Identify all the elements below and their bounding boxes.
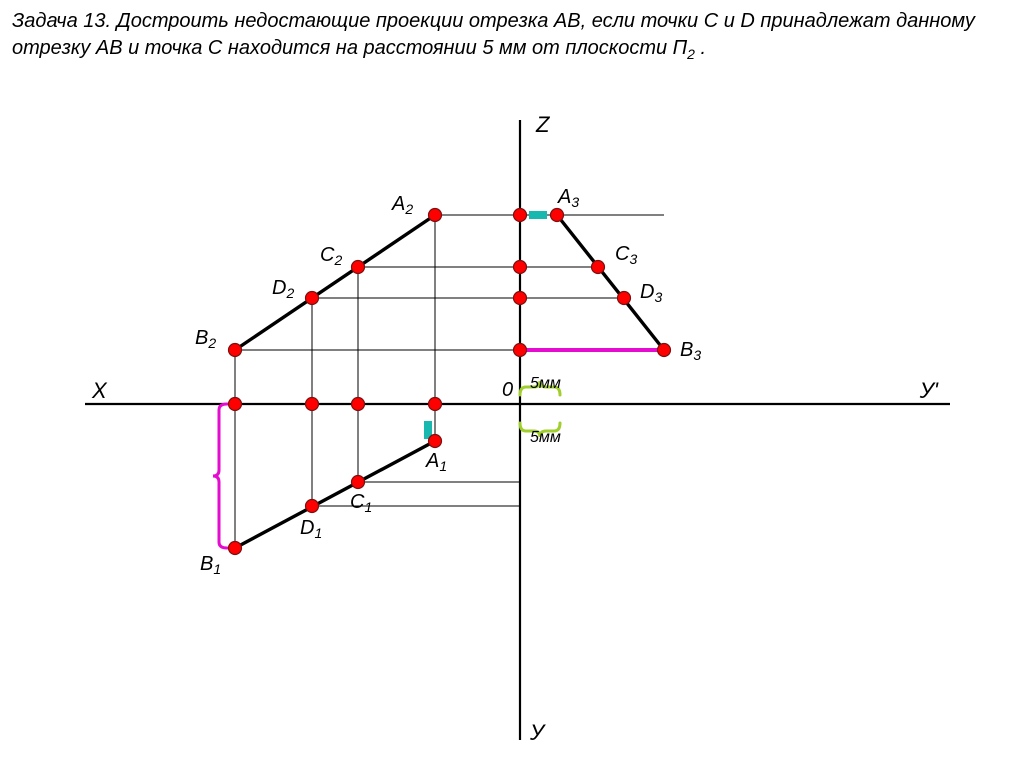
point-D2 [306,292,319,305]
point-A1 [429,435,442,448]
label-C3: C3 [615,243,637,267]
yprime-label: У' [919,378,939,403]
dim-5mm-bottom: 5мм [530,429,561,446]
point-xD2h [514,292,527,305]
point-axC2 [352,398,365,411]
label-A3: A3 [557,186,579,210]
point-axB2 [229,398,242,411]
label-C1: C1 [350,491,372,515]
point-B3 [658,344,671,357]
label-B3: B3 [680,339,701,363]
segment-ab [235,441,435,548]
point-D1 [306,500,319,513]
teal-marker [529,211,547,219]
point-A3 [551,209,564,222]
point-axD2 [306,398,319,411]
point-B2 [229,344,242,357]
label-C2: C2 [320,244,342,268]
point-A2 [429,209,442,222]
point-C3 [592,261,605,274]
point-axA2 [429,398,442,411]
label-D2: D2 [272,277,294,301]
x-label: X [91,378,108,403]
point-xC2h [514,261,527,274]
z-label: Z [535,112,551,137]
magenta-brace [213,404,227,548]
diagram-canvas: 5мм 5мм A2 C2 D2 B2 A1 C1 D1 B1 A3 C3D3 B3 0 Z У X У' [0,0,1024,767]
label-A1: A1 [425,450,447,474]
dim-5mm-top: 5мм [530,375,561,392]
point-D3 [618,292,631,305]
point-C1 [352,476,365,489]
point-B1 [229,542,242,555]
point-xA2h [514,209,527,222]
label-B2: B2 [195,327,216,351]
segment-ab [235,215,435,350]
label-B1: B1 [200,553,221,577]
y-label: У [529,720,546,745]
origin-label: 0 [502,379,513,401]
point-xB2h [514,344,527,357]
label-D1: D1 [300,517,322,541]
label-A2: A2 [391,193,413,217]
label-D3: D3 [640,281,662,305]
point-C2 [352,261,365,274]
